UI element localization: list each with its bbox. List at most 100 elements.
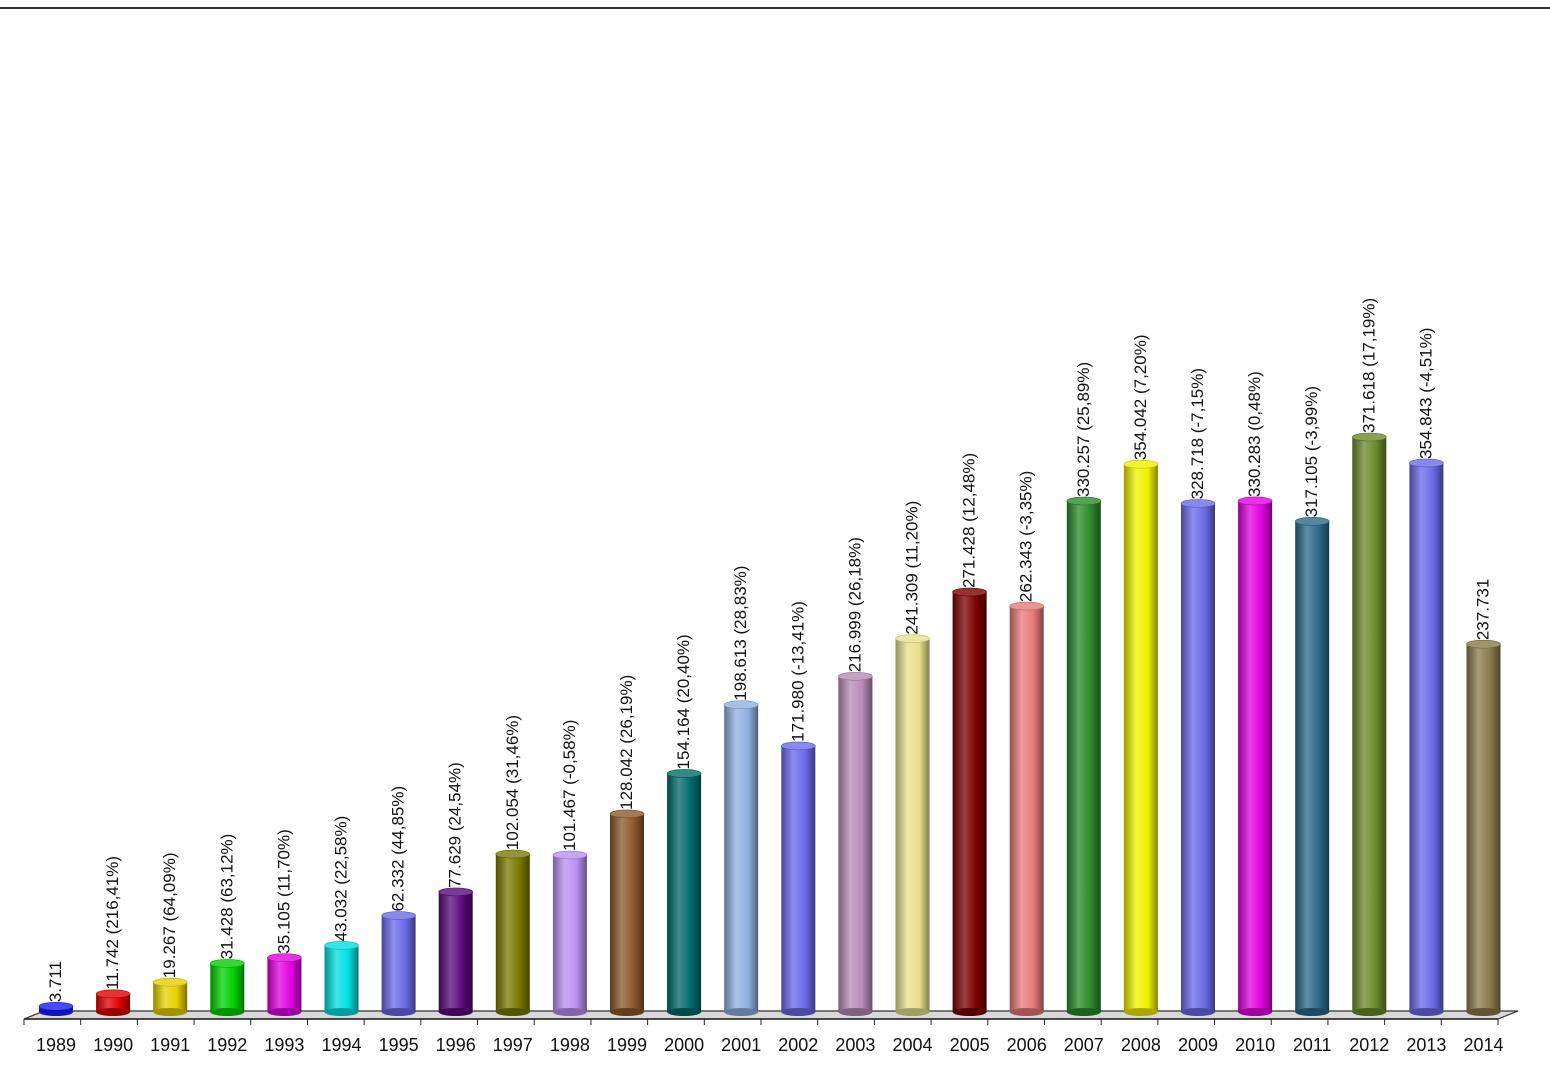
- bar-base: [610, 1008, 644, 1016]
- bar-base: [1409, 1008, 1444, 1016]
- bar-base: [1009, 1008, 1044, 1016]
- data-label-1997: 102.054 (31,46%): [503, 715, 522, 850]
- bar-2005: [952, 587, 987, 1016]
- x-tick-label-1990: 1990: [93, 1035, 133, 1055]
- bar-body: [1009, 606, 1044, 1012]
- data-label-1991: 19.267 (64,09%): [160, 852, 179, 978]
- bar-top: [838, 671, 873, 681]
- bar-body: [1409, 462, 1444, 1012]
- bar-top: [895, 634, 930, 643]
- bar-base: [667, 1008, 702, 1016]
- data-label-1996: 77.629 (24,54%): [446, 762, 465, 888]
- bar-2011: [1294, 517, 1330, 1016]
- bar-body: [1066, 500, 1101, 1012]
- bar-body: [552, 855, 587, 1012]
- x-tick-label-2006: 2006: [1007, 1035, 1047, 1055]
- x-tick-label-1997: 1997: [493, 1035, 533, 1055]
- bar-top: [381, 911, 416, 920]
- x-tick-label-2009: 2009: [1178, 1035, 1218, 1055]
- bar-body: [324, 945, 359, 1012]
- bar-body: [952, 592, 987, 1012]
- data-label-2009: 328.718 (-7,15%): [1188, 368, 1207, 499]
- data-label-2001: 198.613 (28,83%): [731, 566, 750, 701]
- bar-top: [609, 809, 645, 819]
- bar-1998: [552, 850, 588, 1016]
- x-tick-label-2005: 2005: [950, 1035, 990, 1055]
- data-label-1994: 43.032 (22,58%): [332, 816, 351, 942]
- x-tick-label-2002: 2002: [778, 1035, 818, 1055]
- bar-1992: [210, 959, 245, 1016]
- x-tick-label-1996: 1996: [436, 1035, 476, 1055]
- data-label-1990: 11.742 (216,41%): [103, 856, 122, 990]
- bar-top: [1123, 459, 1159, 469]
- bar-2003: [838, 671, 873, 1016]
- data-label-1998: 101.467 (-0,58%): [560, 720, 579, 851]
- bar-top: [1237, 496, 1273, 506]
- bar-top: [952, 587, 987, 597]
- x-tick-label-2004: 2004: [892, 1035, 932, 1055]
- bar-base: [1466, 1008, 1501, 1016]
- x-tick-label-1991: 1991: [150, 1035, 190, 1055]
- bar-2008: [1123, 459, 1159, 1016]
- bar-1989: [38, 1001, 74, 1016]
- bar-body: [1295, 521, 1330, 1012]
- bar-top: [1352, 432, 1387, 442]
- bar-top: [1294, 517, 1330, 526]
- bar-2014: [1466, 639, 1501, 1016]
- bar-body: [1238, 500, 1273, 1012]
- bar-2007: [1066, 496, 1102, 1016]
- bar-top: [552, 850, 588, 860]
- bar-2013: [1409, 458, 1444, 1016]
- bar-top: [1409, 458, 1444, 468]
- data-label-1999: 128.042 (26,19%): [617, 675, 636, 810]
- bar-2002: [780, 741, 816, 1016]
- bar-base: [1238, 1008, 1273, 1016]
- data-label-2008: 354.042 (7,20%): [1131, 334, 1150, 460]
- bar-base: [153, 1008, 188, 1016]
- bar-body: [895, 638, 930, 1012]
- bar-2000: [666, 769, 702, 1016]
- bar-base: [724, 1008, 759, 1016]
- bar-1993: [267, 953, 302, 1016]
- bar-base: [495, 1008, 530, 1016]
- bar-body: [495, 854, 530, 1012]
- bar-top: [438, 887, 474, 897]
- data-label-2007: 330.257 (25,89%): [1074, 362, 1093, 497]
- bar-1997: [495, 849, 531, 1016]
- bar-base: [838, 1008, 873, 1016]
- data-label-2000: 154.164 (20,40%): [674, 634, 693, 769]
- bar-body: [724, 704, 759, 1012]
- data-label-2010: 330.283 (0,48%): [1245, 371, 1264, 497]
- bar-body: [1352, 437, 1387, 1012]
- bar-2004: [895, 634, 930, 1016]
- bar-body: [96, 993, 131, 1012]
- data-label-2014: 237.731: [1474, 579, 1493, 640]
- data-label-2005: 271.428 (12,48%): [960, 453, 979, 588]
- bar-body: [610, 813, 644, 1012]
- x-tick-label-1994: 1994: [321, 1035, 361, 1055]
- bar-base: [324, 1008, 359, 1016]
- data-label-2012: 371.618 (17,19%): [1359, 298, 1378, 433]
- bar-body: [267, 957, 302, 1012]
- data-label-2006: 262.343 (-3,35%): [1017, 471, 1036, 602]
- x-tick-label-1998: 1998: [550, 1035, 590, 1055]
- data-label-2013: 354.843 (-4,51%): [1416, 328, 1435, 459]
- bar-base: [1066, 1008, 1101, 1016]
- bar-top: [152, 977, 188, 987]
- bar-body: [381, 915, 416, 1012]
- bar-1999: [609, 809, 645, 1016]
- bar-base: [1123, 1008, 1158, 1016]
- x-tick-label-2011: 2011: [1293, 1035, 1332, 1055]
- bar-body: [153, 982, 188, 1012]
- bar-top: [780, 741, 816, 751]
- top-border: [0, 0, 1550, 9]
- bar-base: [952, 1008, 987, 1016]
- bar-2001: [723, 700, 759, 1016]
- bar-base: [781, 1008, 816, 1016]
- bar-top: [495, 849, 531, 859]
- bar-base: [1295, 1008, 1330, 1016]
- bar-top: [267, 953, 302, 962]
- x-tick-label-2007: 2007: [1064, 1035, 1104, 1055]
- bar-top: [1009, 601, 1044, 611]
